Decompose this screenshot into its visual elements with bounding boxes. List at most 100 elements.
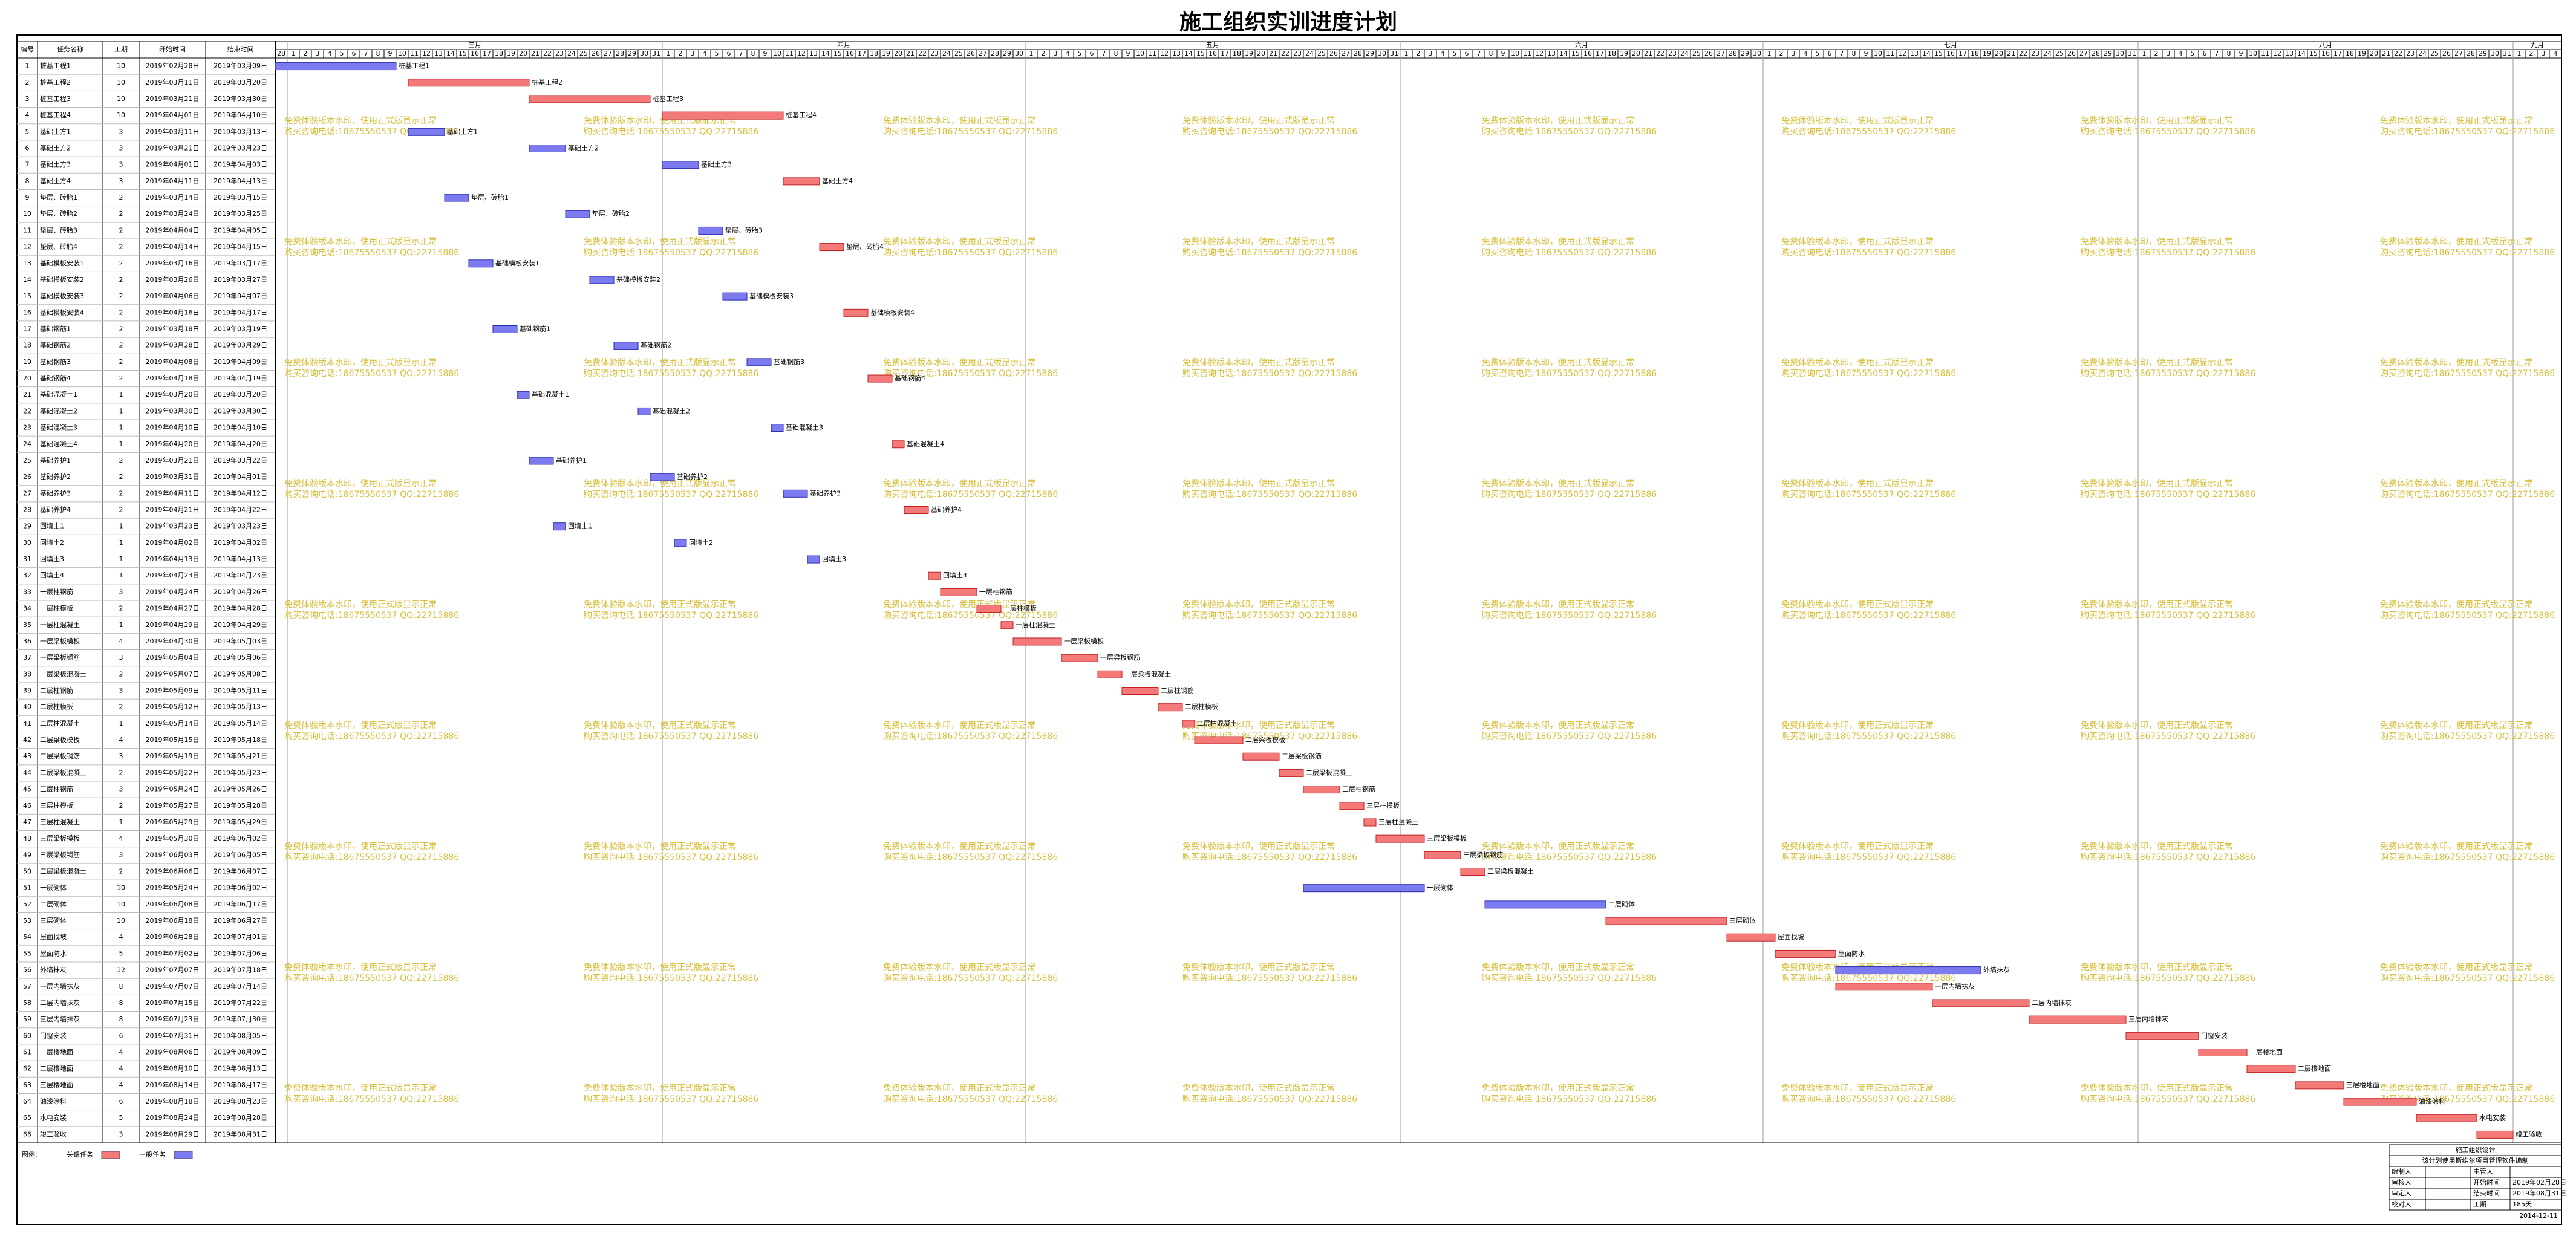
task-bar bbox=[529, 457, 554, 465]
watermark: 购买咨询电话:18675550537 QQ:22715886 bbox=[1482, 248, 1657, 258]
task-start: 2019年04月01日 bbox=[146, 111, 200, 119]
watermark: 购买咨询电话:18675550537 QQ:22715886 bbox=[1482, 732, 1657, 741]
month-label: 七月 bbox=[1944, 41, 1957, 49]
watermark: 购买咨询电话:18675550537 QQ:22715886 bbox=[1781, 1095, 1956, 1104]
watermark: 免费体验版本水印，使用正式版显示正常 bbox=[284, 720, 437, 730]
watermark: 购买咨询电话:18675550537 QQ:22715886 bbox=[1482, 490, 1657, 499]
watermark: 购买咨询电话:18675550537 QQ:22715886 bbox=[284, 611, 459, 620]
task-id: 35 bbox=[23, 621, 31, 629]
task-name: 基础钢筋1 bbox=[40, 325, 71, 333]
task-id: 51 bbox=[23, 884, 31, 892]
watermark: 购买咨询电话:18675550537 QQ:22715886 bbox=[284, 1095, 459, 1104]
watermark: 免费体验版本水印，使用正式版显示正常 bbox=[2081, 720, 2233, 730]
task-name: 基础混凝土1 bbox=[40, 390, 77, 398]
task-bar bbox=[468, 259, 494, 268]
task-id: 55 bbox=[23, 949, 31, 957]
task-start: 2019年03月20日 bbox=[146, 390, 200, 398]
task-start: 2019年06月03日 bbox=[146, 850, 200, 859]
task-id: 62 bbox=[23, 1065, 31, 1073]
task-start: 2019年04月11日 bbox=[146, 177, 200, 185]
watermark: 免费体验版本水印，使用正式版显示正常 bbox=[2081, 599, 2233, 610]
task-end: 2019年05月26日 bbox=[214, 785, 267, 793]
day-label: 24 bbox=[1305, 50, 1314, 57]
task-name: 垫层、砖胎3 bbox=[40, 226, 77, 234]
day-label: 11 bbox=[1886, 50, 1894, 57]
day-label: 10 bbox=[1511, 50, 1519, 57]
watermark: 购买咨询电话:18675550537 QQ:22715886 bbox=[2081, 490, 2255, 499]
bar-label: 回填土1 bbox=[568, 522, 592, 530]
watermark: 免费体验版本水印，使用正式版显示正常 bbox=[883, 962, 1035, 972]
day-label: 18 bbox=[2346, 50, 2354, 57]
day-label: 9 bbox=[763, 50, 768, 57]
task-id: 46 bbox=[23, 802, 31, 810]
task-bar bbox=[2246, 1065, 2296, 1073]
bar-label: 外墙抹灰 bbox=[1983, 966, 2010, 974]
task-name: 二层柱模板 bbox=[40, 703, 73, 711]
task-end: 2019年05月28日 bbox=[214, 801, 267, 810]
task-duration: 3 bbox=[119, 851, 123, 859]
day-label: 13 bbox=[2285, 50, 2294, 57]
task-duration: 2 bbox=[119, 473, 123, 481]
task-name: 一层梁板模板 bbox=[40, 637, 80, 645]
task-bar bbox=[1242, 752, 1280, 761]
day-label: 20 bbox=[1995, 50, 2003, 57]
bar-label: 二层梁板钢筋 bbox=[1282, 752, 1322, 760]
task-name: 桩基工程2 bbox=[40, 78, 71, 86]
task-duration: 2 bbox=[119, 276, 123, 284]
day-label: 23 bbox=[930, 50, 939, 57]
month-label: 九月 bbox=[2531, 41, 2544, 49]
watermark: 购买咨询电话:18675550537 QQ:22715886 bbox=[2380, 1095, 2555, 1104]
day-label: 23 bbox=[1668, 50, 1677, 57]
task-id: 54 bbox=[23, 933, 31, 941]
day-label: 12 bbox=[2273, 50, 2281, 57]
day-label: 14 bbox=[1559, 50, 1568, 57]
watermark: 购买咨询电话:18675550537 QQ:22715886 bbox=[1182, 611, 1357, 620]
chart-title: 施工组织实训进度计划 bbox=[1179, 10, 1397, 34]
task-duration: 2 bbox=[119, 670, 123, 678]
task-bar bbox=[1121, 687, 1159, 695]
task-duration: 2 bbox=[119, 259, 123, 267]
task-duration: 4 bbox=[119, 834, 123, 842]
watermark: 免费体验版本水印，使用正式版显示正常 bbox=[284, 962, 437, 972]
task-end: 2019年04月20日 bbox=[214, 440, 267, 448]
watermark: 购买咨询电话:18675550537 QQ:22715886 bbox=[584, 1095, 758, 1104]
day-label: 4 bbox=[1804, 50, 1808, 57]
task-duration: 3 bbox=[119, 128, 123, 135]
task-start: 2019年05月15日 bbox=[146, 735, 200, 744]
task-start: 2019年03月23日 bbox=[146, 522, 200, 530]
task-name: 回填土3 bbox=[40, 555, 64, 563]
watermark: 免费体验版本水印，使用正式版显示正常 bbox=[284, 599, 437, 610]
task-id: 24 bbox=[23, 440, 31, 448]
watermark: 购买咨询电话:18675550537 QQ:22715886 bbox=[2380, 490, 2555, 499]
watermark: 购买咨询电话:18675550537 QQ:22715886 bbox=[284, 853, 459, 862]
day-label: 15 bbox=[458, 50, 467, 57]
watermark: 购买咨询电话:18675550537 QQ:22715886 bbox=[1482, 127, 1657, 137]
day-label: 20 bbox=[1257, 50, 1265, 57]
day-label: 16 bbox=[1946, 50, 1955, 57]
task-start: 2019年06月18日 bbox=[146, 916, 200, 925]
watermark: 购买咨询电话:18675550537 QQ:22715886 bbox=[2380, 369, 2555, 379]
bar-label: 基础土方4 bbox=[822, 177, 853, 185]
day-label: 4 bbox=[328, 50, 332, 57]
watermark: 购买咨询电话:18675550537 QQ:22715886 bbox=[584, 974, 758, 983]
watermark: 购买咨询电话:18675550537 QQ:22715886 bbox=[2081, 369, 2255, 379]
day-label: 22 bbox=[1281, 50, 1290, 57]
task-duration: 4 bbox=[119, 1049, 123, 1056]
task-duration: 10 bbox=[117, 79, 125, 86]
task-name: 二层楼地面 bbox=[40, 1064, 73, 1073]
task-duration: 10 bbox=[117, 62, 125, 70]
day-label: 3 bbox=[1429, 50, 1433, 57]
task-id: 1 bbox=[25, 62, 30, 70]
task-bar bbox=[492, 325, 518, 333]
task-name: 回填土1 bbox=[40, 522, 64, 530]
day-label: 24 bbox=[2043, 50, 2052, 57]
bar-label: 基础土方3 bbox=[701, 160, 732, 169]
task-end: 2019年05月14日 bbox=[214, 719, 267, 727]
legend-label: 关键任务 bbox=[67, 1150, 93, 1159]
task-name: 一层砌体 bbox=[40, 883, 67, 892]
task-bar bbox=[722, 292, 748, 301]
task-bar bbox=[1726, 933, 1776, 942]
task-end: 2019年05月29日 bbox=[214, 818, 267, 826]
task-start: 2019年04月08日 bbox=[146, 357, 200, 366]
task-start: 2019年05月12日 bbox=[146, 703, 200, 711]
